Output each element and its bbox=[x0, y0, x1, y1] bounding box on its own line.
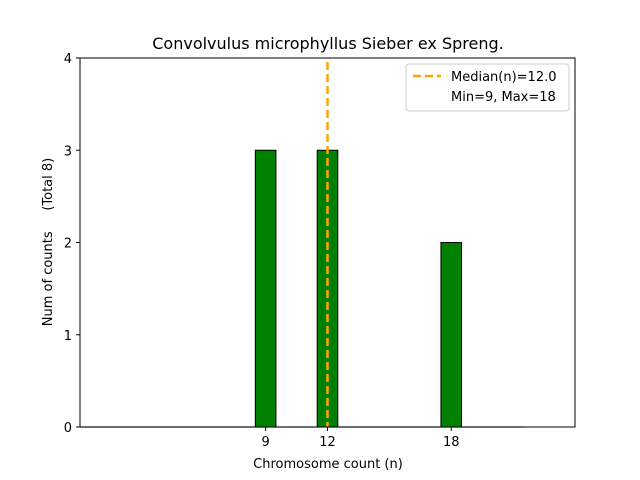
y-tick-label-2: 2 bbox=[64, 237, 72, 252]
y-axis-label: Num of counts (Total 8) bbox=[41, 158, 56, 326]
legend-minmax-label: Min=9, Max=18 bbox=[451, 90, 556, 105]
bar-12 bbox=[316, 149, 339, 428]
y-tick-label-0: 0 bbox=[64, 421, 72, 436]
x-tick-label-9: 9 bbox=[261, 435, 269, 450]
y-tick-label-3: 3 bbox=[64, 144, 72, 159]
legend-frame bbox=[405, 63, 570, 112]
x-tick-label-18: 18 bbox=[443, 435, 460, 450]
y-tick-label-1: 1 bbox=[64, 329, 72, 344]
y-tick-label-4: 4 bbox=[64, 52, 72, 67]
chart-title: Convolvulus microphyllus Sieber ex Spren… bbox=[152, 34, 503, 53]
legend-median-label: Median(n)=12.0 bbox=[451, 70, 557, 85]
x-tick-label-12: 12 bbox=[319, 435, 336, 450]
bar-18 bbox=[440, 242, 463, 428]
legend: Median(n)=12.0 Min=9, Max=18 bbox=[405, 63, 570, 112]
bar-9 bbox=[254, 149, 277, 428]
x-axis-label: Chromosome count (n) bbox=[253, 457, 403, 472]
